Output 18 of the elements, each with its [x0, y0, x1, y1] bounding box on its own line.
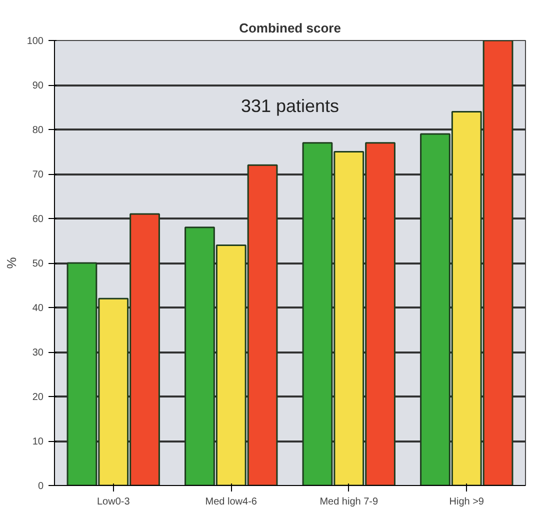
y-tick-label: 50 — [32, 258, 44, 270]
x-tick-label: Low0-3 — [96, 496, 130, 508]
annotation: 331 patients — [240, 96, 340, 116]
x-tick-label: Med low4-6 — [205, 496, 258, 508]
y-tick-label: 20 — [32, 392, 44, 403]
y-tick-label: 60 — [32, 214, 44, 225]
y-tick-label: 100 — [26, 36, 44, 47]
x-tick-label: High >9 — [449, 496, 484, 508]
y-tick-label: 0 — [38, 481, 44, 492]
y-tick-label: 90 — [32, 80, 44, 92]
x-tick-label: Med high 7-9 — [320, 496, 378, 508]
y-tick-label: 10 — [32, 436, 44, 448]
y-tick-label: 80 — [32, 125, 44, 136]
y-tick-label: 40 — [32, 303, 44, 314]
y-axis-title: % — [4, 256, 19, 269]
chart-title: Combined score — [239, 20, 341, 36]
y-tick-label: 70 — [32, 170, 44, 180]
y-tick-label: 30 — [32, 348, 44, 358]
